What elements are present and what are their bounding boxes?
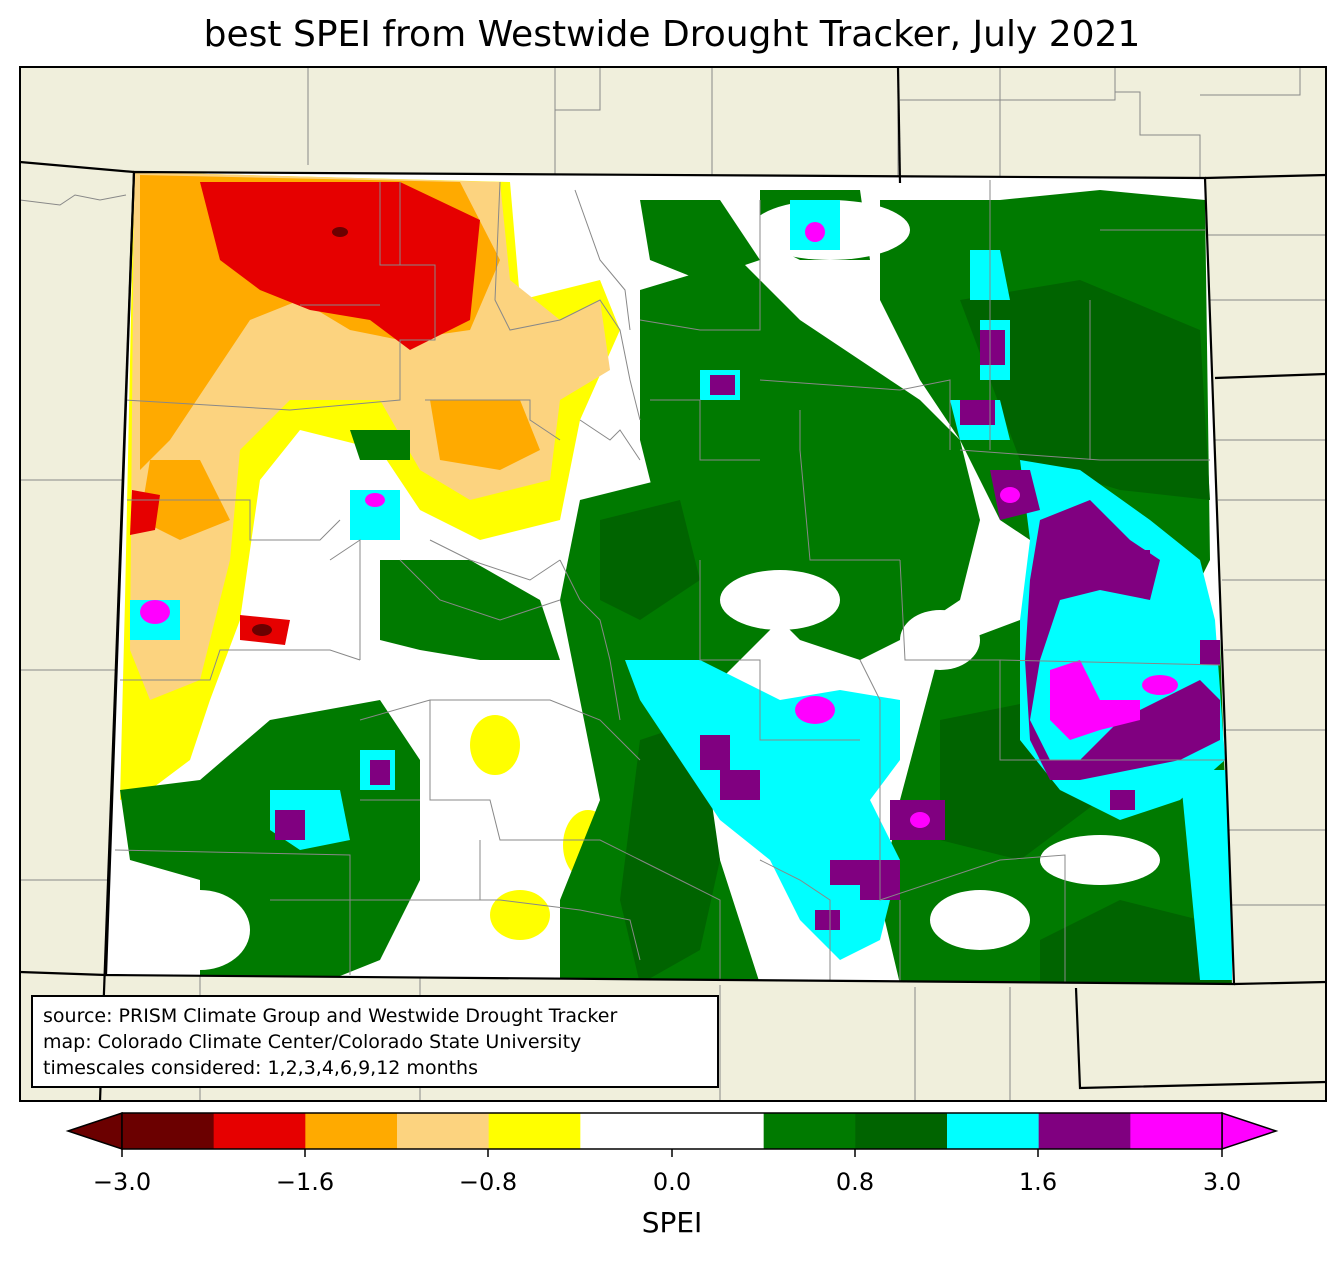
spei-fields (120, 172, 1232, 984)
colorbar-tick-label: 0.0 (652, 1168, 692, 1196)
colorbar-tick-label: 1.6 (1018, 1168, 1058, 1196)
colorbar-tick-label: −0.8 (458, 1168, 518, 1196)
colorbar-segment (122, 1113, 215, 1149)
source-line-2: map: Colorado Climate Center/Colorado St… (43, 1031, 582, 1053)
colorbar-segment (213, 1113, 306, 1149)
colorbar-tick-label: −3.0 (92, 1168, 152, 1196)
colorbar-label: SPEI (641, 1206, 703, 1239)
colorbar-segment (763, 1113, 856, 1149)
source-line-3: timescales considered: 1,2,3,4,6,9,12 mo… (43, 1057, 478, 1079)
colorbar-tick-label: 0.8 (835, 1168, 875, 1196)
colorbar-segment (855, 1113, 948, 1149)
colorbar-segment (947, 1113, 1040, 1149)
colorbar-extend-high (1221, 1111, 1279, 1151)
colorbar-tick-label: 3.0 (1202, 1168, 1242, 1196)
colorbar-segment (672, 1113, 765, 1149)
state-borders (19, 66, 1327, 1102)
colorbar-segment (1038, 1113, 1131, 1149)
colorbar-segment (1130, 1113, 1223, 1149)
colorbar-segment (397, 1113, 490, 1149)
county-lines (114, 180, 1225, 984)
colorbar-segment (580, 1113, 673, 1149)
colorbar-segment (488, 1113, 581, 1149)
colorbar-extend-low (65, 1111, 123, 1151)
source-box: source: PRISM Climate Group and Westwide… (31, 995, 719, 1088)
colorbar-tick-label: −1.6 (275, 1168, 335, 1196)
source-line-1: source: PRISM Climate Group and Westwide… (43, 1005, 618, 1027)
colorbar (65, 1111, 1279, 1157)
colorbar-segment (305, 1113, 398, 1149)
map-title: best SPEI from Westwide Drought Tracker,… (203, 14, 1141, 55)
